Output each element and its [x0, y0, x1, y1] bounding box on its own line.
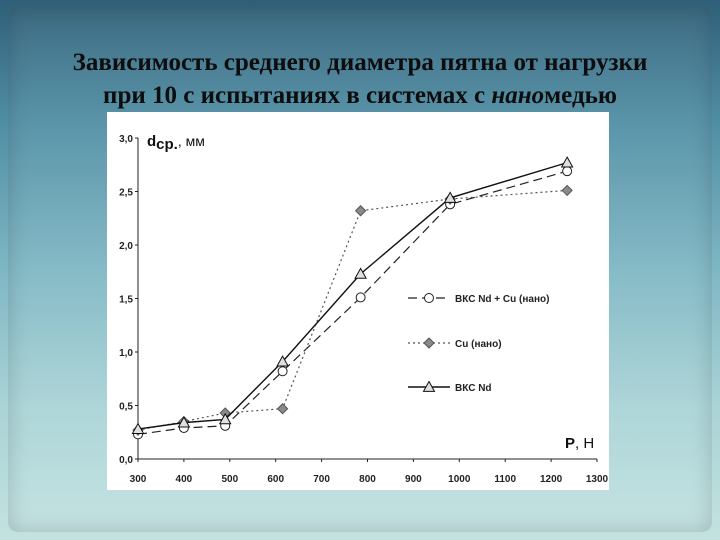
series-3-point	[443, 191, 457, 203]
title-line-2-italic: нано	[491, 82, 545, 109]
x-tick-label: 500	[221, 474, 238, 485]
series-3-point	[177, 416, 191, 428]
series-1-point	[562, 166, 573, 177]
chart-panel: 0,0 0,5 1,0 1,5 2,0 2,5 3,0 300 400 500 600 700 800 9…	[107, 112, 609, 490]
legend-marker-2	[423, 337, 435, 349]
x-tick-label: 1300	[586, 474, 609, 485]
series-3-point	[560, 156, 574, 168]
series-3	[131, 156, 574, 434]
x-tick-label: 800	[359, 474, 376, 485]
x-tick-label: 400	[176, 474, 193, 485]
y-tick-label: 3,0	[119, 134, 133, 145]
slide-title: Зависимость среднего диаметра пятна от н…	[0, 46, 720, 112]
series-3-point	[354, 267, 367, 279]
title-line-2: при 10 с испытаниях в системах с наномед…	[0, 79, 720, 112]
line-chart: 0,0 0,5 1,0 1,5 2,0 2,5 3,0 300 400 500 600 700 800 9…	[119, 133, 608, 485]
x-axis-label-main: P	[565, 435, 575, 452]
y-tick-label: 2,0	[119, 241, 133, 252]
y-tick-label: 0,0	[119, 455, 133, 466]
title-line-1: Зависимость среднего диаметра пятна от н…	[72, 49, 648, 76]
legend: ВКС Nd + Cu (нано) Cu (нано) ВКС Nd	[408, 293, 549, 394]
series-3-point	[218, 412, 232, 425]
x-tick-label: 300	[130, 474, 147, 485]
title-line-2-end: медью	[544, 82, 617, 109]
series-3-point	[131, 422, 145, 434]
x-tick-label: 900	[405, 474, 422, 485]
y-axis-label-sub: ср.	[156, 136, 178, 153]
y-axis-label-unit: , мм	[178, 133, 205, 149]
x-tick-label: 1000	[448, 474, 471, 485]
axes: 0,0 0,5 1,0 1,5 2,0 2,5 3,0 300 400 500 600 700 800 9…	[119, 134, 608, 485]
series-3-point	[276, 355, 289, 367]
y-tick-label: 1,0	[119, 348, 133, 359]
legend-label-1: ВКС Nd + Cu (нано)	[455, 294, 549, 305]
series-2-line	[137, 189, 568, 431]
x-axis-label-unit: , Н	[575, 435, 594, 452]
x-tick-label: 1100	[494, 474, 516, 485]
legend-marker-3	[422, 380, 436, 392]
series-2	[132, 184, 573, 436]
legend-label-3: ВКС Nd	[455, 383, 492, 394]
y-axis-label: dср., мм	[147, 133, 205, 153]
series-2-point	[354, 205, 367, 217]
y-tick-label: 0,5	[119, 402, 133, 413]
y-tick-label: 2,5	[119, 188, 133, 199]
x-axis-label: P, Н	[565, 435, 594, 452]
series-1-point	[277, 366, 288, 377]
x-tick-label: 600	[267, 474, 284, 485]
series-2-point	[561, 184, 573, 197]
legend-label-2: Cu (нано)	[455, 339, 502, 350]
x-tick-label: 1200	[540, 474, 563, 485]
x-tick-label: 700	[313, 474, 330, 485]
y-axis-label-main: d	[147, 133, 156, 150]
series-1-point	[355, 292, 366, 303]
legend-marker-1	[424, 293, 434, 303]
series-layer	[131, 156, 574, 440]
series-2-point	[276, 403, 289, 415]
title-line-2-start: при 10 с испытаниях в системах с	[103, 82, 492, 109]
y-tick-label: 1,5	[119, 295, 133, 306]
